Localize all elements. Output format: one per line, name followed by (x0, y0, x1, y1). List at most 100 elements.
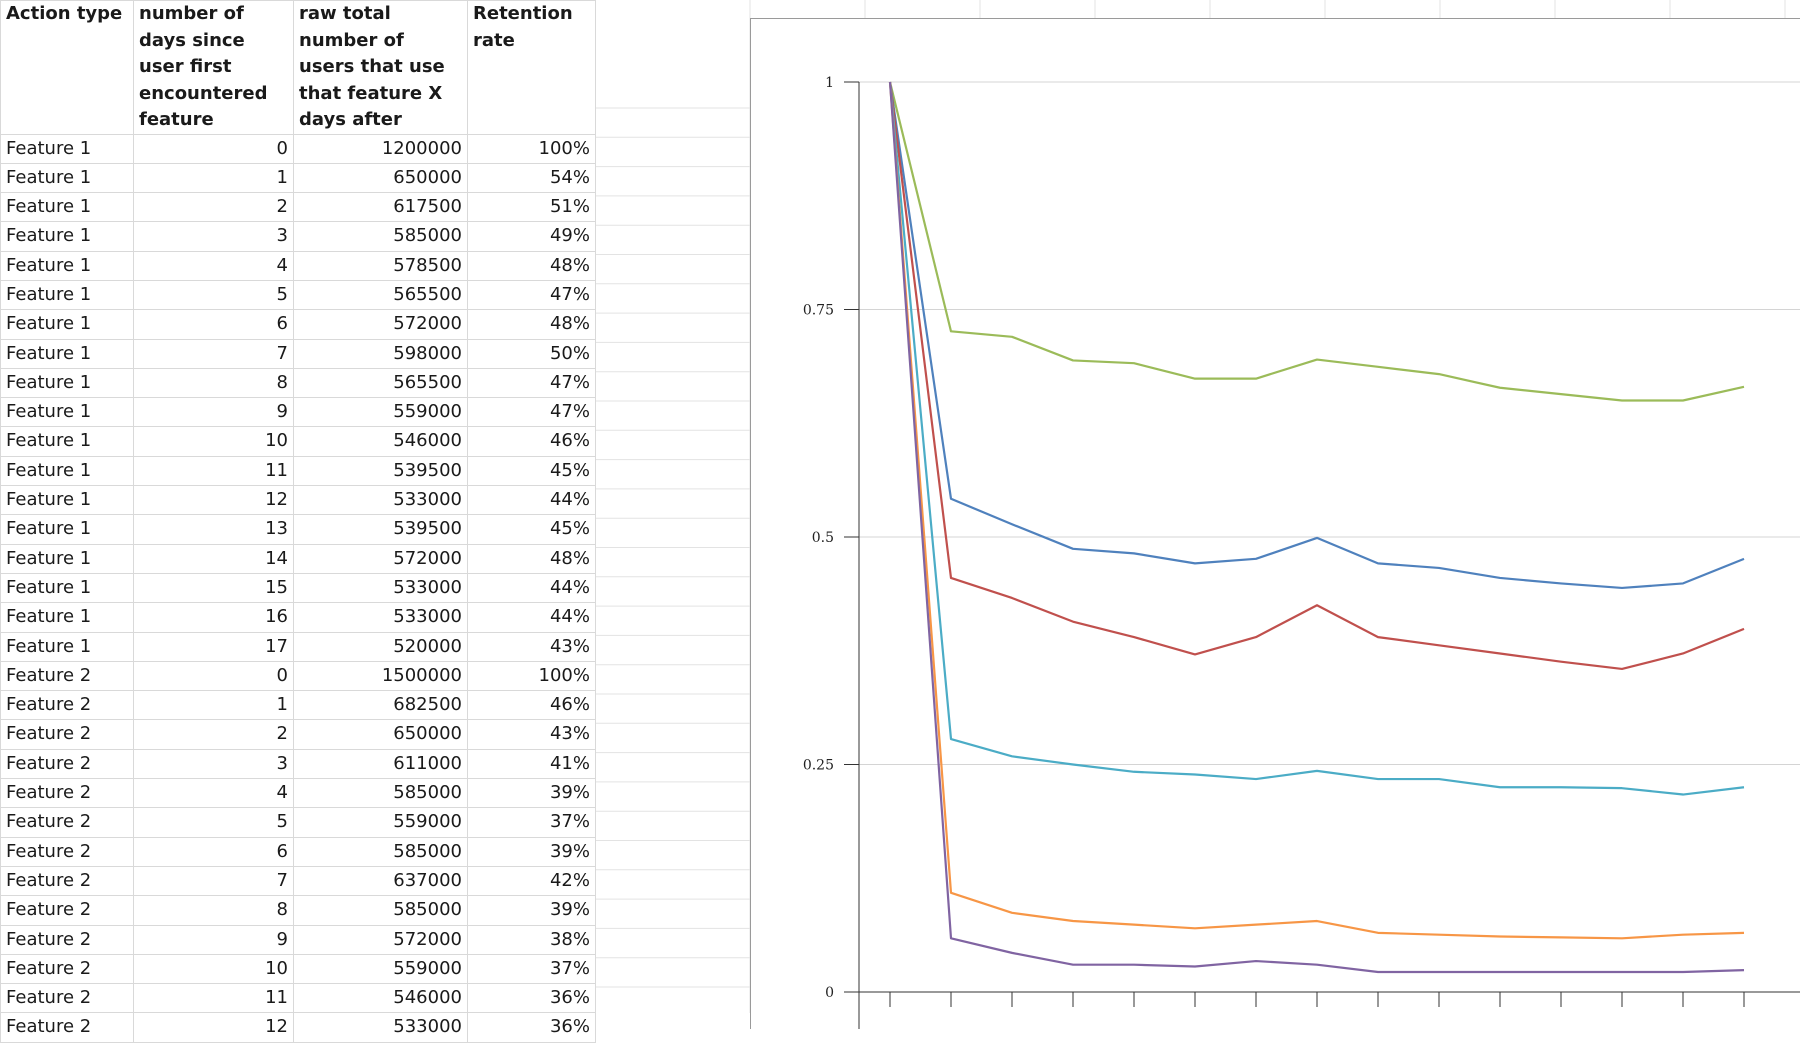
header-action-type[interactable]: Action type (0, 0, 134, 135)
cell-days[interactable]: 7 (133, 338, 294, 369)
cell-retention-rate[interactable]: 46% (467, 426, 596, 457)
cell-action-type[interactable]: Feature 1 (0, 514, 134, 545)
cell-retention-rate[interactable]: 47% (467, 279, 596, 311)
cell-raw-users[interactable]: 539500 (293, 514, 468, 545)
cell-raw-users[interactable]: 559000 (293, 807, 468, 838)
cell-raw-users[interactable]: 585000 (293, 895, 468, 926)
cell-days[interactable]: 10 (133, 953, 294, 985)
cell-retention-rate[interactable]: 37% (467, 807, 596, 838)
cell-action-type[interactable]: Feature 2 (0, 690, 134, 721)
cell-days[interactable]: 3 (133, 221, 294, 252)
cell-action-type[interactable]: Feature 1 (0, 133, 134, 164)
cell-days[interactable]: 6 (133, 309, 294, 340)
cell-raw-users[interactable]: 572000 (293, 309, 468, 340)
cell-raw-users[interactable]: 520000 (293, 631, 468, 662)
header-days-since-first-encounter[interactable]: number of days since user first encounte… (133, 0, 294, 135)
cell-raw-users[interactable]: 546000 (293, 426, 468, 457)
cell-retention-rate[interactable]: 49% (467, 221, 596, 252)
cell-action-type[interactable]: Feature 2 (0, 748, 134, 780)
cell-raw-users[interactable]: 578500 (293, 250, 468, 281)
cell-raw-users[interactable]: 572000 (293, 924, 468, 955)
cell-days[interactable]: 9 (133, 924, 294, 955)
cell-action-type[interactable]: Feature 1 (0, 426, 134, 457)
cell-days[interactable]: 9 (133, 397, 294, 428)
cell-raw-users[interactable]: 546000 (293, 983, 468, 1014)
cell-retention-rate[interactable]: 44% (467, 572, 596, 604)
cell-action-type[interactable]: Feature 2 (0, 1012, 134, 1043)
cell-days[interactable]: 17 (133, 631, 294, 662)
cell-action-type[interactable]: Feature 2 (0, 807, 134, 838)
cell-days[interactable]: 2 (133, 719, 294, 750)
cell-days[interactable]: 12 (133, 1012, 294, 1043)
cell-retention-rate[interactable]: 100% (467, 133, 596, 164)
cell-days[interactable]: 0 (133, 660, 294, 692)
cell-raw-users[interactable]: 533000 (293, 485, 468, 516)
cell-raw-users[interactable]: 559000 (293, 953, 468, 985)
cell-action-type[interactable]: Feature 1 (0, 631, 134, 662)
cell-retention-rate[interactable]: 54% (467, 162, 596, 194)
cell-action-type[interactable]: Feature 2 (0, 836, 134, 867)
cell-raw-users[interactable]: 585000 (293, 836, 468, 867)
cell-days[interactable]: 3 (133, 748, 294, 780)
cell-action-type[interactable]: Feature 1 (0, 485, 134, 516)
cell-action-type[interactable]: Feature 1 (0, 192, 134, 223)
cell-days[interactable]: 1 (133, 162, 294, 194)
cell-days[interactable]: 5 (133, 279, 294, 311)
cell-action-type[interactable]: Feature 2 (0, 953, 134, 985)
cell-retention-rate[interactable]: 44% (467, 602, 596, 633)
cell-action-type[interactable]: Feature 1 (0, 309, 134, 340)
cell-action-type[interactable]: Feature 2 (0, 660, 134, 692)
cell-raw-users[interactable]: 650000 (293, 162, 468, 194)
cell-action-type[interactable]: Feature 2 (0, 719, 134, 750)
cell-retention-rate[interactable]: 39% (467, 895, 596, 926)
cell-days[interactable]: 10 (133, 426, 294, 457)
cell-retention-rate[interactable]: 47% (467, 367, 596, 399)
cell-retention-rate[interactable]: 39% (467, 778, 596, 809)
cell-retention-rate[interactable]: 37% (467, 953, 596, 985)
cell-raw-users[interactable]: 572000 (293, 543, 468, 574)
cell-retention-rate[interactable]: 47% (467, 397, 596, 428)
cell-raw-users[interactable]: 585000 (293, 778, 468, 809)
cell-raw-users[interactable]: 637000 (293, 865, 468, 897)
cell-retention-rate[interactable]: 43% (467, 631, 596, 662)
cell-retention-rate[interactable]: 50% (467, 338, 596, 369)
cell-retention-rate[interactable]: 42% (467, 865, 596, 897)
cell-days[interactable]: 13 (133, 514, 294, 545)
cell-days[interactable]: 16 (133, 602, 294, 633)
cell-raw-users[interactable]: 585000 (293, 221, 468, 252)
cell-action-type[interactable]: Feature 1 (0, 367, 134, 399)
cell-action-type[interactable]: Feature 1 (0, 572, 134, 604)
cell-action-type[interactable]: Feature 2 (0, 983, 134, 1014)
cell-days[interactable]: 2 (133, 192, 294, 223)
cell-days[interactable]: 12 (133, 485, 294, 516)
header-raw-user-count[interactable]: raw total number of users that use that … (293, 0, 468, 135)
cell-days[interactable]: 11 (133, 983, 294, 1014)
cell-retention-rate[interactable]: 44% (467, 485, 596, 516)
cell-action-type[interactable]: Feature 2 (0, 778, 134, 809)
cell-retention-rate[interactable]: 48% (467, 250, 596, 281)
cell-action-type[interactable]: Feature 2 (0, 895, 134, 926)
cell-action-type[interactable]: Feature 2 (0, 865, 134, 897)
cell-days[interactable]: 8 (133, 895, 294, 926)
cell-action-type[interactable]: Feature 1 (0, 221, 134, 252)
cell-days[interactable]: 5 (133, 807, 294, 838)
cell-days[interactable]: 7 (133, 865, 294, 897)
cell-retention-rate[interactable]: 100% (467, 660, 596, 692)
cell-raw-users[interactable]: 650000 (293, 719, 468, 750)
cell-days[interactable]: 4 (133, 250, 294, 281)
cell-raw-users[interactable]: 533000 (293, 1012, 468, 1043)
cell-retention-rate[interactable]: 48% (467, 309, 596, 340)
cell-days[interactable]: 1 (133, 690, 294, 721)
cell-action-type[interactable]: Feature 1 (0, 397, 134, 428)
cell-action-type[interactable]: Feature 1 (0, 455, 134, 487)
cell-raw-users[interactable]: 682500 (293, 690, 468, 721)
cell-retention-rate[interactable]: 45% (467, 455, 596, 487)
cell-raw-users[interactable]: 533000 (293, 572, 468, 604)
cell-raw-users[interactable]: 1500000 (293, 660, 468, 692)
cell-raw-users[interactable]: 565500 (293, 367, 468, 399)
cell-action-type[interactable]: Feature 1 (0, 162, 134, 194)
cell-days[interactable]: 4 (133, 778, 294, 809)
cell-days[interactable]: 0 (133, 133, 294, 164)
cell-action-type[interactable]: Feature 1 (0, 338, 134, 369)
cell-action-type[interactable]: Feature 1 (0, 279, 134, 311)
